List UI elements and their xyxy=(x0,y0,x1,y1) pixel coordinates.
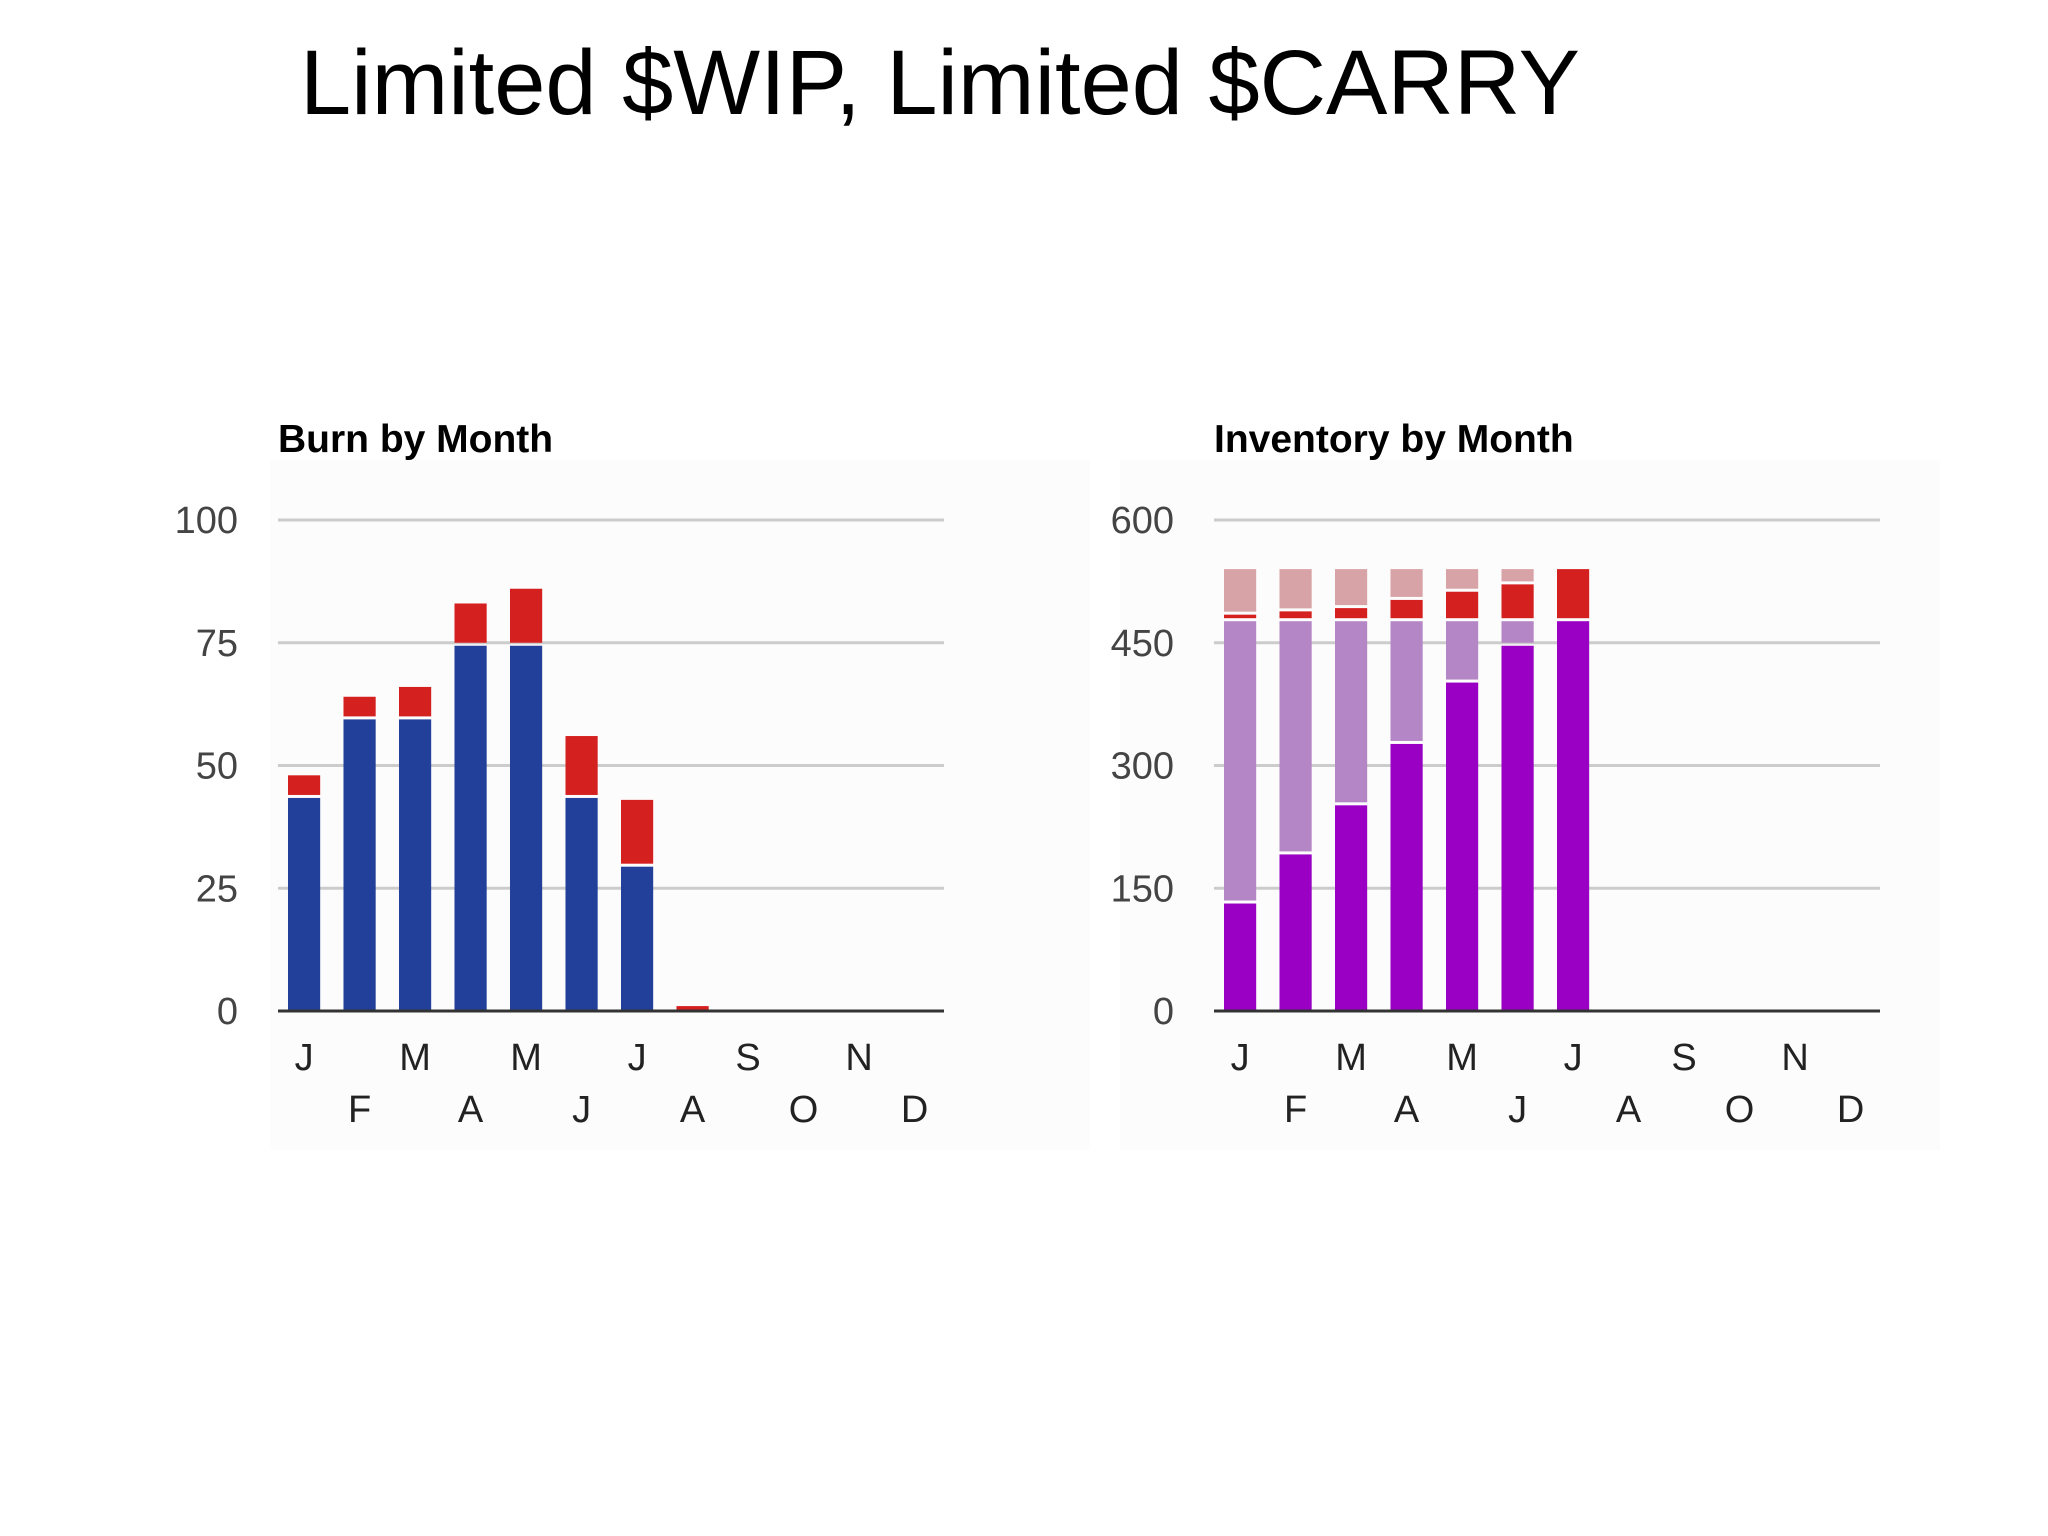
y-tick-label: 600 xyxy=(1111,500,1174,542)
bar-segment xyxy=(398,719,432,1011)
bar-segment xyxy=(454,645,487,1011)
bar-segment xyxy=(1501,645,1534,1011)
x-tick-label: A xyxy=(458,1089,484,1131)
bar-segment xyxy=(620,866,654,1011)
bar-segment xyxy=(1445,591,1479,619)
x-tick-label: S xyxy=(735,1037,760,1079)
bar-segment xyxy=(565,797,598,1011)
bar-segment xyxy=(1279,854,1312,1011)
bar-segment xyxy=(287,797,321,1011)
bar-segment xyxy=(1223,569,1257,612)
y-tick-label: 25 xyxy=(196,868,238,910)
inventory-chart-title: Inventory by Month xyxy=(1214,418,1574,461)
y-tick-label: 0 xyxy=(1153,991,1174,1033)
y-tick-label: 75 xyxy=(196,623,238,665)
bar-segment xyxy=(1334,621,1368,803)
bar-segment xyxy=(1556,621,1590,1011)
x-tick-label: M xyxy=(1446,1037,1478,1079)
x-tick-label: N xyxy=(1781,1037,1808,1079)
bar-segment xyxy=(1334,805,1368,1011)
bar-segment xyxy=(343,719,376,1011)
bar-segment xyxy=(1501,569,1534,582)
x-tick-label: A xyxy=(1616,1089,1642,1131)
x-tick-label: F xyxy=(1284,1089,1307,1131)
x-tick-label: N xyxy=(845,1037,872,1079)
bar-segment xyxy=(509,645,543,1011)
bar-segment xyxy=(1390,743,1423,1011)
x-tick-label: J xyxy=(1508,1089,1527,1131)
x-tick-label: A xyxy=(680,1089,706,1131)
y-tick-label: 300 xyxy=(1111,746,1174,788)
bar-segment xyxy=(1501,621,1534,643)
x-tick-label: A xyxy=(1394,1089,1420,1131)
bar-segment xyxy=(343,696,376,717)
y-tick-label: 150 xyxy=(1111,868,1174,910)
x-tick-label: O xyxy=(1725,1089,1755,1131)
x-tick-label: J xyxy=(572,1089,591,1131)
bar-segment xyxy=(1223,621,1257,901)
x-tick-label: D xyxy=(901,1089,928,1131)
bar-segment xyxy=(620,799,654,864)
bar-segment xyxy=(509,588,543,643)
bar-segment xyxy=(1556,569,1590,619)
y-tick-label: 50 xyxy=(196,746,238,788)
bar-segment xyxy=(1334,608,1368,619)
bar-segment xyxy=(1334,569,1368,606)
bar-segment xyxy=(454,603,487,643)
bar-segment xyxy=(287,775,321,795)
bar-segment xyxy=(1279,611,1312,619)
y-tick-label: 450 xyxy=(1111,623,1174,665)
x-tick-label: J xyxy=(1564,1037,1583,1079)
x-tick-label: M xyxy=(399,1037,431,1079)
bar-segment xyxy=(1279,621,1312,852)
bar-segment xyxy=(676,1006,709,1011)
bar-segment xyxy=(1223,614,1257,619)
y-tick-label: 0 xyxy=(217,991,238,1033)
bar-segment xyxy=(1501,584,1534,619)
bar-segment xyxy=(1279,569,1312,609)
bar-segment xyxy=(1390,599,1423,619)
x-tick-label: J xyxy=(628,1037,647,1079)
bar-segment xyxy=(1390,621,1423,741)
y-tick-label: 100 xyxy=(175,500,238,542)
x-tick-label: M xyxy=(510,1037,542,1079)
x-tick-label: J xyxy=(295,1037,314,1079)
x-tick-label: O xyxy=(789,1089,819,1131)
bar-segment xyxy=(1445,569,1479,589)
bar-segment xyxy=(565,736,598,795)
x-tick-label: J xyxy=(1231,1037,1250,1079)
slide-title: Limited $WIP, Limited $CARRY xyxy=(300,32,1581,134)
bar-segment xyxy=(398,686,432,717)
bar-segment xyxy=(1445,621,1479,680)
x-tick-label: M xyxy=(1335,1037,1367,1079)
x-tick-label: D xyxy=(1837,1089,1864,1131)
x-tick-label: S xyxy=(1671,1037,1696,1079)
burn-chart-title: Burn by Month xyxy=(278,418,554,461)
bar-segment xyxy=(1390,569,1423,597)
x-tick-label: F xyxy=(348,1089,371,1131)
bar-segment xyxy=(1445,682,1479,1011)
bar-segment xyxy=(1223,903,1257,1011)
